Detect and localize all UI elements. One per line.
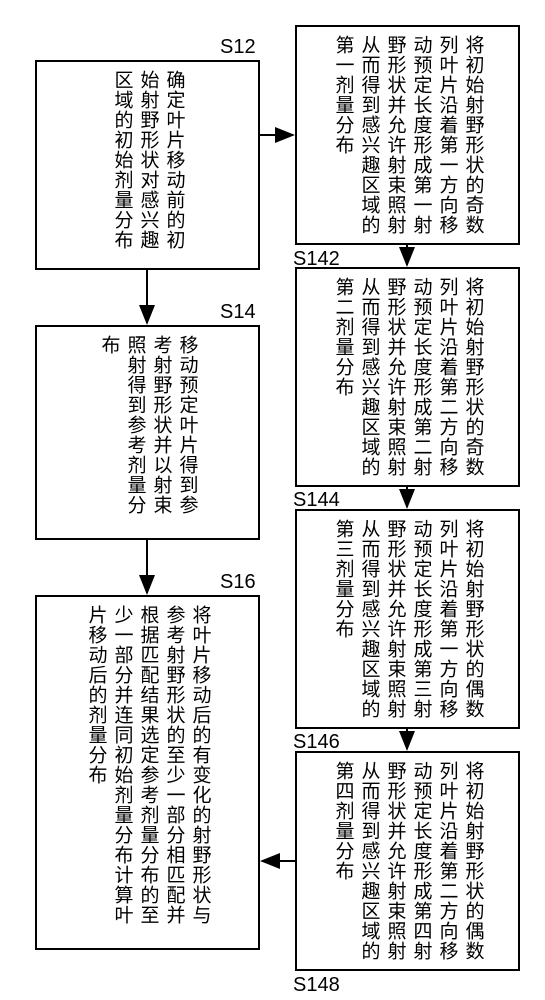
step-text-s146: 将初始射野形状的偶数列叶片沿着第一方向移动预定长度形成第三射野形状并允许射束照射… [330,519,486,719]
step-label-s16: S16 [220,571,256,594]
step-label-s12: S12 [220,36,256,59]
step-box-s12: 确定叶片移动前的初始射野形状对感兴趣区域的初始剂量分布 [35,60,260,270]
step-label-s142: S142 [293,248,340,271]
step-box-s14: 移动预定叶片得到参考射野形状并以射束照射得到参考剂量分布 [35,325,260,540]
step-text-s16: 将叶片移动后的有变化的射野形状与参考射野形状的至少一部分相匹配并根据匹配结果选定… [83,605,213,940]
step-text-s148: 将初始射野形状的偶数列叶片沿着第二方向移动预定长度形成第四射野形状并允许射束照射… [330,761,486,961]
step-text-s14: 移动预定叶片得到参考射野形状并以射束照射得到参考剂量分布 [96,335,200,530]
step-box-s16: 将叶片移动后的有变化的射野形状与参考射野形状的至少一部分相匹配并根据匹配结果选定… [35,595,260,950]
main-column: 确定叶片移动前的初始射野形状对感兴趣区域的初始剂量分布 移动预定叶片得到参考射野… [35,60,260,950]
step-label-s14: S14 [220,301,256,324]
step-label-s146: S146 [293,731,340,754]
step-box-s142: 将初始射野形状的奇数列叶片沿着第一方向移动预定长度形成第一射野形状并允许射束照射… [295,25,520,245]
step-label-s148: S148 [293,974,340,997]
step-text-s142: 将初始射野形状的奇数列叶片沿着第一方向移动预定长度形成第一射野形状并允许射束照射… [330,35,486,235]
step-box-s146: 将初始射野形状的偶数列叶片沿着第一方向移动预定长度形成第三射野形状并允许射束照射… [295,509,520,729]
step-text-s12: 确定叶片移动前的初始射野形状对感兴趣区域的初始剂量分布 [109,70,187,260]
step-label-s144: S144 [293,489,340,512]
step-text-s144: 将初始射野形状的奇数列叶片沿着第二方向移动预定长度形成第二射野形状并允许射束照射… [330,277,486,477]
step-box-s144: 将初始射野形状的奇数列叶片沿着第二方向移动预定长度形成第二射野形状并允许射束照射… [295,267,520,487]
step-box-s148: 将初始射野形状的偶数列叶片沿着第二方向移动预定长度形成第四射野形状并允许射束照射… [295,751,520,971]
